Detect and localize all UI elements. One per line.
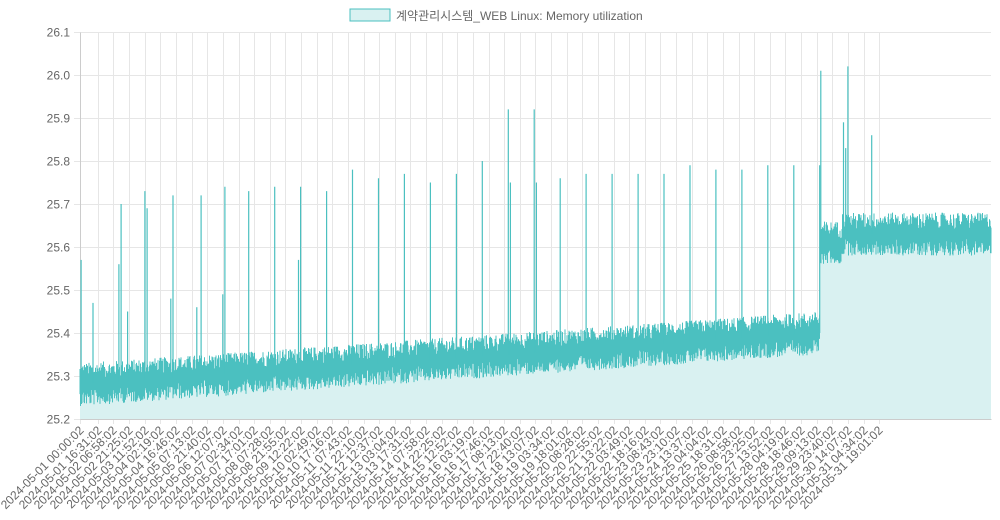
legend-swatch: [349, 8, 391, 22]
y-tick-label: 25.6: [47, 241, 71, 255]
series-spikes: [80, 66, 873, 385]
y-tick-label: 25.8: [47, 155, 71, 169]
plot-area: [79, 66, 992, 419]
legend-label: 계약관리시스템_WEB Linux: Memory utilization: [396, 8, 643, 23]
y-tick-label: 25.3: [47, 370, 71, 384]
y-tick-label: 26.0: [47, 69, 71, 83]
y-tick-label: 25.4: [47, 327, 71, 341]
y-tick-label: 25.7: [47, 198, 71, 212]
legend[interactable]: 계약관리시스템_WEB Linux: Memory utilization: [349, 8, 643, 23]
y-tick-label: 25.9: [47, 112, 71, 126]
y-tick-label: 25.2: [47, 413, 71, 427]
series-area-fill: [80, 238, 991, 419]
y-axis: 26.1 26.0 25.9 25.8 25.7 25.6 25.5 25.4 25.3 25.2: [47, 26, 71, 427]
series-line: [79, 212, 992, 406]
y-tick-label: 25.5: [47, 284, 71, 298]
y-tick-label: 26.1: [47, 26, 71, 40]
